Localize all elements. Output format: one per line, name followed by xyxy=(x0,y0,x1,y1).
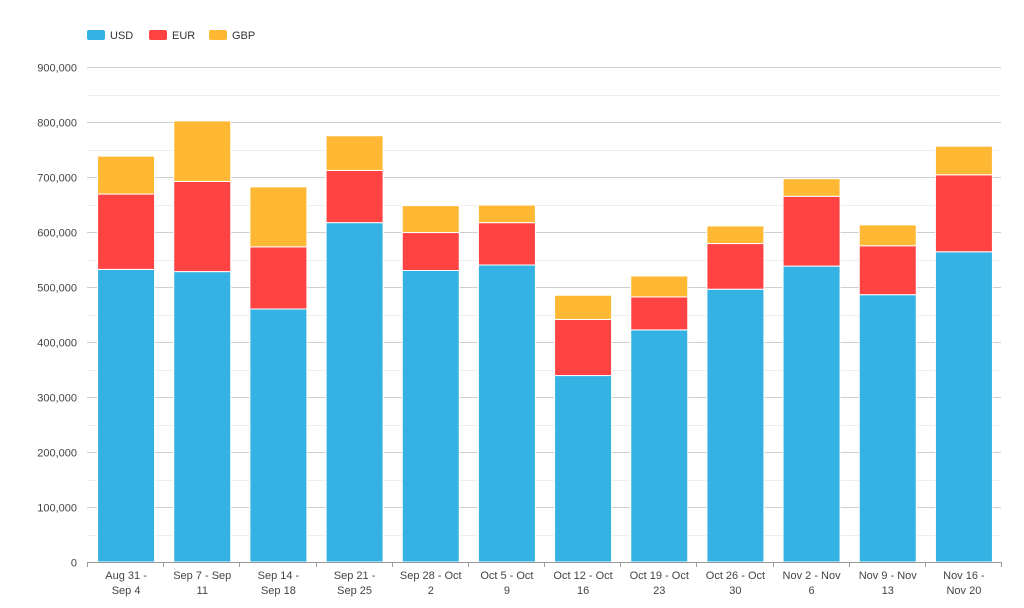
bar-eur[interactable] xyxy=(173,180,232,273)
legend-item-usd[interactable]: USD xyxy=(87,30,133,42)
x-tick-label: Nov 20 xyxy=(946,585,981,597)
bar-usd[interactable] xyxy=(401,270,460,563)
legend-label-gbp: GBP xyxy=(232,30,255,42)
legend-swatch-usd xyxy=(87,30,105,40)
y-tick-label: 700,000 xyxy=(37,173,77,185)
y-tick-label: 500,000 xyxy=(37,283,77,295)
y-tick-label: 900,000 xyxy=(37,63,77,75)
x-tick-label: Aug 31 - xyxy=(105,570,147,582)
y-tick-label: 0 xyxy=(71,558,77,570)
legend-swatch-gbp xyxy=(209,30,227,40)
x-tick-label: Sep 21 - xyxy=(334,570,376,582)
bar-eur[interactable] xyxy=(782,195,841,267)
x-tick-label: 2 xyxy=(428,585,434,597)
bar-eur[interactable] xyxy=(97,193,156,270)
x-tick-label: Sep 18 xyxy=(261,585,296,597)
x-tick-label: 23 xyxy=(653,585,665,597)
bar-usd[interactable] xyxy=(97,268,156,563)
bar-eur[interactable] xyxy=(477,222,536,266)
x-tick-label: Oct 19 - Oct xyxy=(630,570,689,582)
bar-usd[interactable] xyxy=(706,288,765,563)
y-tick-label: 100,000 xyxy=(37,503,77,515)
y-tick-label: 200,000 xyxy=(37,448,77,460)
bar-gbp[interactable] xyxy=(706,225,765,245)
bar-eur[interactable] xyxy=(554,318,613,377)
bar-gbp[interactable] xyxy=(934,145,993,176)
bar-eur[interactable] xyxy=(858,245,917,296)
bar-eur[interactable] xyxy=(325,169,384,224)
y-tick-label: 400,000 xyxy=(37,338,77,350)
legend-item-gbp[interactable]: GBP xyxy=(209,30,255,42)
bar-usd[interactable] xyxy=(934,251,993,563)
bar-gbp[interactable] xyxy=(477,204,536,224)
bar-eur[interactable] xyxy=(706,243,765,290)
x-tick-label: Sep 7 - Sep xyxy=(173,570,231,582)
legend-label-usd: USD xyxy=(110,30,133,42)
bar-usd[interactable] xyxy=(477,264,536,563)
x-tick-label: 30 xyxy=(729,585,741,597)
x-tick-label: Oct 5 - Oct xyxy=(480,570,533,582)
bar-usd[interactable] xyxy=(325,222,384,563)
x-tick-label: Sep 25 xyxy=(337,585,372,597)
bar-gbp[interactable] xyxy=(249,186,308,248)
bar-eur[interactable] xyxy=(401,232,460,272)
bar-gbp[interactable] xyxy=(554,294,613,320)
x-tick-label: Nov 16 - xyxy=(943,570,985,582)
x-tick-label: Oct 26 - Oct xyxy=(706,570,765,582)
x-tick-label: Sep 28 - Oct xyxy=(400,570,462,582)
x-tick-label: 6 xyxy=(809,585,815,597)
x-tick-label: Sep 14 - xyxy=(258,570,300,582)
bar-usd[interactable] xyxy=(630,329,689,563)
bar-gbp[interactable] xyxy=(782,178,841,197)
bar-usd[interactable] xyxy=(554,375,613,563)
x-tick-label: 13 xyxy=(882,585,894,597)
x-tick-label: Nov 2 - Nov xyxy=(783,570,842,582)
y-tick-label: 300,000 xyxy=(37,393,77,405)
bar-gbp[interactable] xyxy=(401,205,460,234)
bar-usd[interactable] xyxy=(858,294,917,563)
y-tick-label: 800,000 xyxy=(37,118,77,130)
x-tick-label: Sep 4 xyxy=(112,585,141,597)
bar-gbp[interactable] xyxy=(97,155,156,195)
x-tick-label: 9 xyxy=(504,585,510,597)
bar-gbp[interactable] xyxy=(173,120,232,182)
x-tick-label: Nov 9 - Nov xyxy=(859,570,918,582)
bar-usd[interactable] xyxy=(249,308,308,563)
bar-gbp[interactable] xyxy=(858,224,917,247)
bar-eur[interactable] xyxy=(934,174,993,253)
bar-gbp[interactable] xyxy=(325,135,384,171)
bar-usd[interactable] xyxy=(782,265,841,563)
bar-gbp[interactable] xyxy=(630,275,689,298)
bar-eur[interactable] xyxy=(249,246,308,310)
legend-swatch-eur xyxy=(149,30,167,40)
x-tick-label: Oct 12 - Oct xyxy=(553,570,612,582)
x-tick-label: 11 xyxy=(197,585,208,597)
bar-usd[interactable] xyxy=(173,271,232,563)
legend-item-eur[interactable]: EUR xyxy=(149,30,195,42)
y-tick-label: 600,000 xyxy=(37,228,77,240)
bar-eur[interactable] xyxy=(630,296,689,331)
legend-label-eur: EUR xyxy=(172,30,195,42)
x-tick-label: 16 xyxy=(577,585,589,597)
